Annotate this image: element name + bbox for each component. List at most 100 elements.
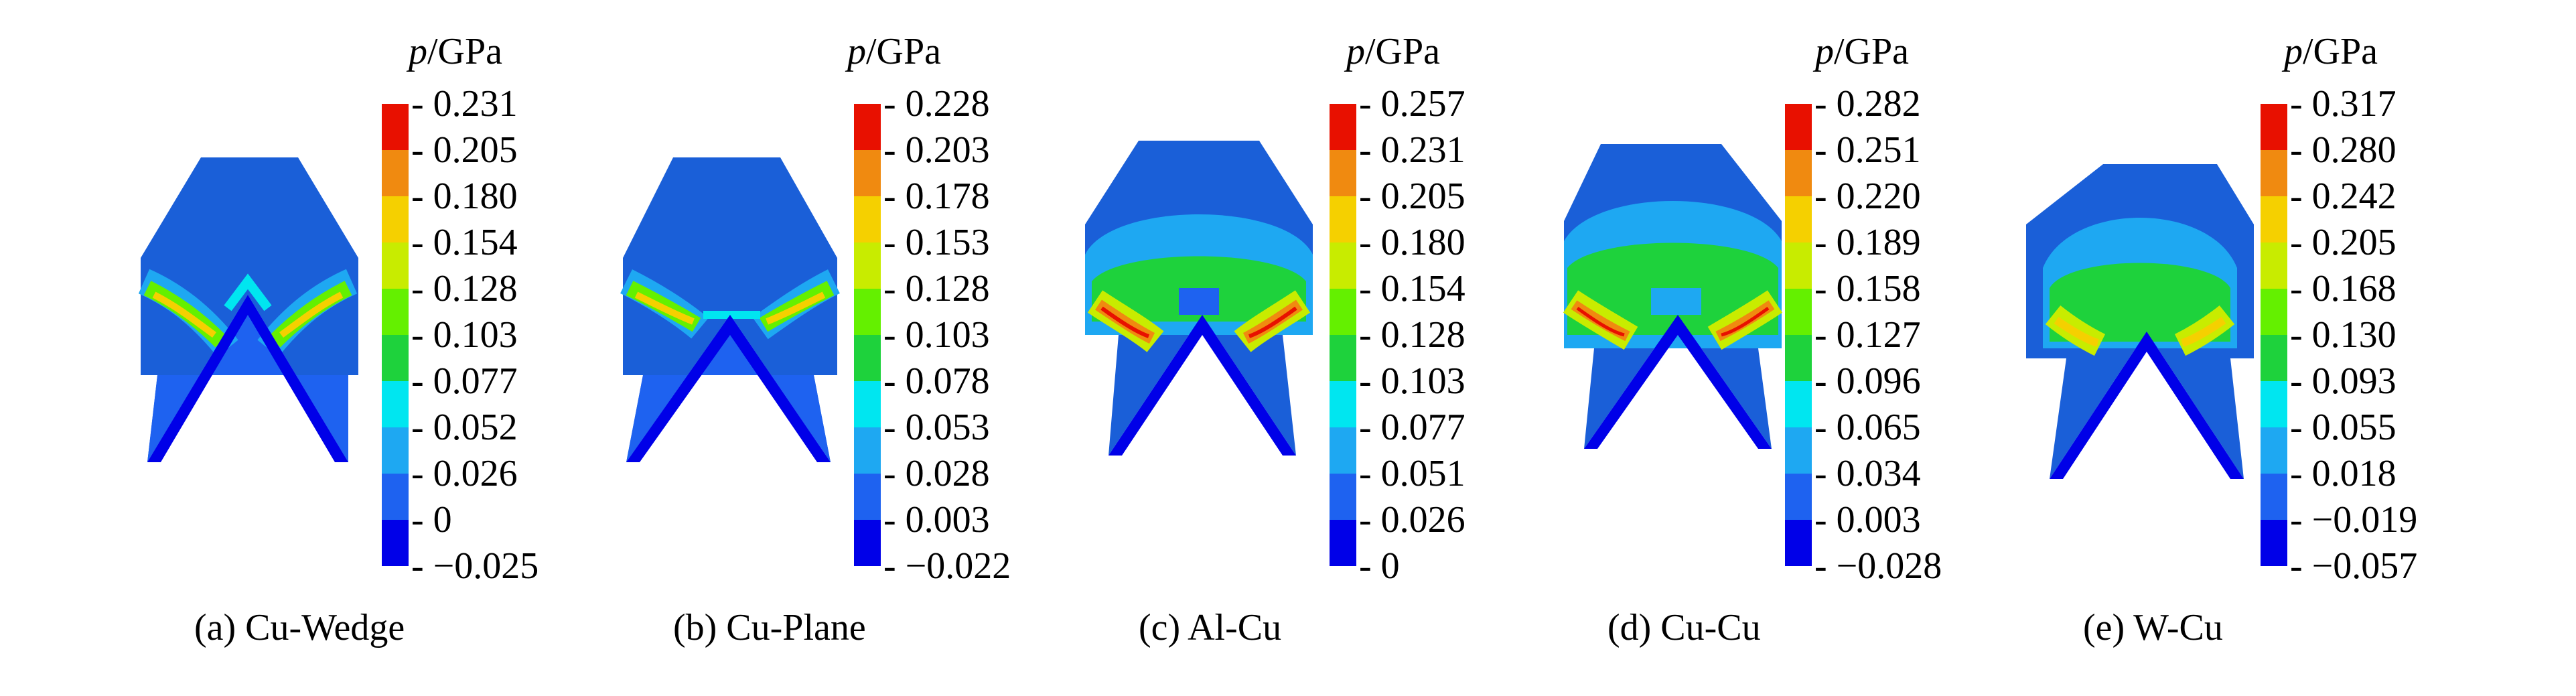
panel-d: p/GPa (d) Cu-Cu - 0.282- 0.251 - 0.220 - 0… bbox=[1447, 0, 1942, 696]
colorbar-segment bbox=[1330, 520, 1356, 566]
colorbar-segment bbox=[1330, 474, 1356, 520]
colorbar-segment bbox=[1785, 520, 1812, 566]
colorbar bbox=[1330, 104, 1356, 566]
colorbar-tick-label: - 0.280 bbox=[2290, 129, 2396, 171]
colorbar-unit-label: p/GPa bbox=[2284, 31, 2378, 72]
colorbar-tick-label: - 0.180 bbox=[411, 176, 518, 217]
colorbar-segment bbox=[2261, 474, 2287, 520]
colorbar-segment bbox=[382, 427, 409, 474]
colorbar-tick-label: - 0.205 bbox=[1359, 176, 1465, 217]
colorbar-tick-label: - −0.019 bbox=[2290, 499, 2418, 541]
colorbar-tick-label: - 0.205 bbox=[411, 129, 518, 171]
colorbar-segment bbox=[382, 474, 409, 520]
colorbar-tick-label: - 0.093 bbox=[2290, 360, 2396, 402]
panel-caption: (e) W-Cu bbox=[2083, 607, 2223, 648]
pressure-contour-cu-cu bbox=[1563, 144, 1783, 449]
colorbar-tick-label: - −0.022 bbox=[883, 545, 1011, 587]
colorbar-tick-label: - 0.127 bbox=[1814, 314, 1921, 356]
colorbar-tick-label: - 0.203 bbox=[883, 129, 990, 171]
colorbar-unit-label: p/GPa bbox=[409, 31, 502, 72]
colorbar-tick-label: - 0.128 bbox=[411, 268, 518, 309]
colorbar-segment bbox=[1785, 289, 1812, 335]
colorbar-tick-label: - 0.065 bbox=[1814, 407, 1921, 448]
colorbar bbox=[854, 104, 881, 566]
colorbar-tick-label: - 0.077 bbox=[1359, 407, 1465, 448]
colorbar-unit-label: p/GPa bbox=[1815, 31, 1909, 72]
panel-e: p/GPa (e) W-Cu - 0.317- 0.280 - 0.242 - 0.… bbox=[1916, 0, 2576, 696]
colorbar bbox=[382, 104, 409, 566]
colorbar-tick-label: - 0.103 bbox=[1359, 360, 1465, 402]
colorbar-tick-label: - 0.128 bbox=[883, 268, 990, 309]
colorbar-unit-label: p/GPa bbox=[847, 31, 941, 72]
colorbar-tick-label: - 0.231 bbox=[1359, 129, 1465, 171]
colorbar-segment bbox=[2261, 289, 2287, 335]
colorbar-tick-label: - 0.103 bbox=[411, 314, 518, 356]
colorbar-tick-label: - 0.180 bbox=[1359, 222, 1465, 263]
colorbar-tick-label: - 0.028 bbox=[883, 453, 990, 494]
colorbar-segment bbox=[854, 242, 881, 289]
colorbar-tick-label: - 0.178 bbox=[883, 176, 990, 217]
colorbar-segment bbox=[1330, 104, 1356, 150]
colorbar-segment bbox=[382, 104, 409, 150]
colorbar-segment bbox=[854, 104, 881, 150]
panel-a: p/GPa (a) Cu-Wedge - 0.231- 0.205 - 0.180… bbox=[0, 0, 539, 696]
colorbar-unit-label: p/GPa bbox=[1346, 31, 1440, 72]
colorbar-segment bbox=[1330, 289, 1356, 335]
colorbar-tick-label: - 0 bbox=[1359, 545, 1400, 587]
colorbar-segment bbox=[854, 427, 881, 474]
panel-caption: (b) Cu-Plane bbox=[673, 607, 866, 648]
colorbar-segment bbox=[382, 381, 409, 427]
colorbar-segment bbox=[854, 289, 881, 335]
colorbar-segment bbox=[1785, 427, 1812, 474]
colorbar-segment bbox=[382, 150, 409, 196]
colorbar-tick-label: - 0.103 bbox=[883, 314, 990, 356]
colorbar-segment bbox=[382, 242, 409, 289]
colorbar-segment bbox=[2261, 381, 2287, 427]
colorbar-tick-label: - 0.158 bbox=[1814, 268, 1921, 309]
colorbar-tick-label: - 0.026 bbox=[411, 453, 518, 494]
colorbar-segment bbox=[382, 335, 409, 381]
colorbar-tick-label: - 0.053 bbox=[883, 407, 990, 448]
colorbar-segment bbox=[1330, 150, 1356, 196]
colorbar-tick-label: - 0.251 bbox=[1814, 129, 1921, 171]
colorbar bbox=[1785, 104, 1812, 566]
colorbar-tick-label: - 0.168 bbox=[2290, 268, 2396, 309]
colorbar-segment bbox=[2261, 335, 2287, 381]
colorbar-segment bbox=[2261, 520, 2287, 566]
colorbar-tick-label: - 0.034 bbox=[1814, 453, 1921, 494]
colorbar-tick-label: - 0.317 bbox=[2290, 83, 2396, 125]
colorbar-segment bbox=[1785, 150, 1812, 196]
colorbar-tick-label: - 0.231 bbox=[411, 83, 518, 125]
panel-c: p/GPa (c) Al-Cu - 0.257- 0.231 - 0.205 - 0… bbox=[978, 0, 1465, 696]
colorbar-tick-label: - 0.096 bbox=[1814, 360, 1921, 402]
colorbar-segment bbox=[854, 474, 881, 520]
colorbar-segment bbox=[2261, 196, 2287, 242]
colorbar-tick-label: - 0.189 bbox=[1814, 222, 1921, 263]
colorbar-segment bbox=[2261, 104, 2287, 150]
colorbar-segment bbox=[854, 520, 881, 566]
colorbar-tick-label: - 0.018 bbox=[2290, 453, 2396, 494]
pressure-contour-al-cu bbox=[1085, 141, 1313, 456]
colorbar-tick-label: - 0.051 bbox=[1359, 453, 1465, 494]
colorbar-tick-label: - 0.220 bbox=[1814, 176, 1921, 217]
colorbar-segment bbox=[382, 520, 409, 566]
panel-caption: (c) Al-Cu bbox=[1139, 607, 1282, 648]
colorbar-segment bbox=[1330, 196, 1356, 242]
pressure-contour-cu-wedge bbox=[138, 157, 358, 462]
panel-b: p/GPa (b) Cu-Plane - 0.228- 0.203 - 0.178… bbox=[509, 0, 1011, 696]
colorbar-segment bbox=[382, 196, 409, 242]
colorbar-tick-label: - −0.057 bbox=[2290, 545, 2418, 587]
colorbar-segment bbox=[1330, 335, 1356, 381]
colorbar-tick-label: - 0.077 bbox=[411, 360, 518, 402]
colorbar-segment bbox=[854, 381, 881, 427]
colorbar-tick-label: - 0 bbox=[411, 499, 452, 541]
colorbar-segment bbox=[1785, 474, 1812, 520]
colorbar bbox=[2261, 104, 2287, 566]
colorbar-segment bbox=[1785, 335, 1812, 381]
colorbar-tick-label: - 0.003 bbox=[883, 499, 990, 541]
colorbar-segment bbox=[2261, 242, 2287, 289]
colorbar-segment bbox=[854, 335, 881, 381]
colorbar-tick-label: - 0.205 bbox=[2290, 222, 2396, 263]
colorbar-tick-label: - 0.055 bbox=[2290, 407, 2396, 448]
pressure-contour-cu-plane bbox=[620, 157, 841, 462]
